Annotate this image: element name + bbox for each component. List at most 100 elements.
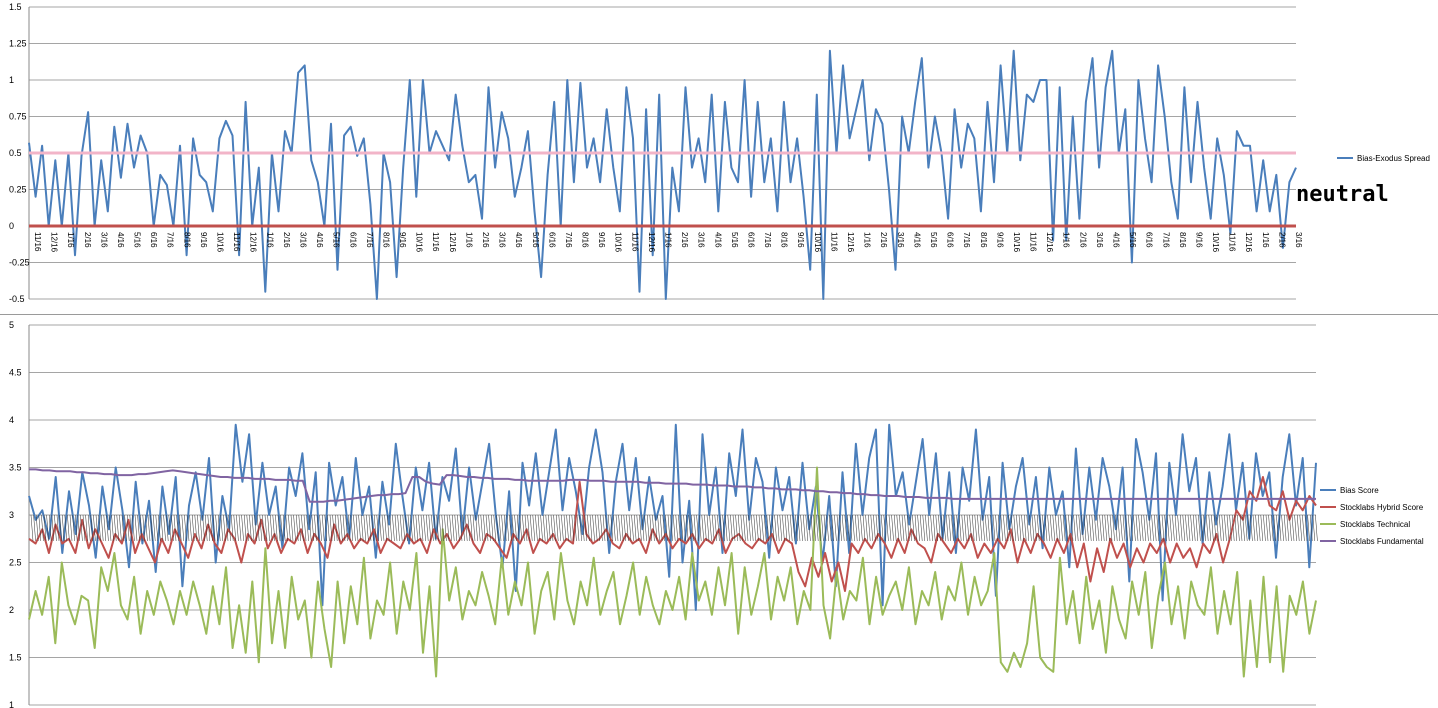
x-category-label: 7/16	[564, 232, 573, 248]
y-tick-label: 1.5	[9, 653, 22, 663]
x-category-mark	[477, 514, 481, 542]
x-category-label: 2/16	[481, 232, 490, 248]
x-category-label: 4/16	[912, 232, 921, 248]
x-category-mark	[1198, 514, 1201, 542]
x-category-mark	[602, 514, 606, 542]
x-category-mark	[1117, 514, 1121, 542]
x-category-mark	[1187, 514, 1191, 542]
x-category-mark	[124, 514, 127, 542]
x-category-label: 7/16	[1161, 232, 1170, 248]
x-category-label: 8/16	[1178, 232, 1187, 248]
x-category-mark	[633, 514, 637, 542]
x-category-mark	[454, 514, 458, 542]
x-category-mark	[930, 514, 933, 542]
x-category-mark	[394, 514, 398, 542]
x-category-mark	[191, 514, 195, 542]
x-category-mark	[415, 514, 419, 542]
x-category-mark	[1114, 514, 1118, 542]
x-category-mark	[1005, 514, 1009, 542]
x-category-label: 1/16	[464, 232, 473, 248]
x-category-mark	[1122, 514, 1126, 542]
x-category-mark	[269, 514, 273, 542]
series-line	[28, 476, 1317, 592]
x-category-mark	[847, 514, 850, 542]
y-tick-label: 2	[9, 605, 14, 615]
x-category-label: 4/16	[713, 232, 722, 248]
x-category-mark	[145, 514, 148, 542]
x-category-mark	[1049, 514, 1053, 542]
x-category-mark	[574, 514, 577, 542]
x-category-label: 8/16	[182, 232, 191, 248]
x-category-mark	[1047, 514, 1050, 542]
x-category-mark	[493, 514, 497, 542]
x-category-label: 7/16	[166, 232, 175, 248]
x-category-mark	[158, 514, 161, 542]
x-category-mark	[984, 514, 988, 542]
x-category-mark	[264, 514, 268, 542]
x-category-mark	[571, 514, 575, 542]
x-category-mark	[886, 514, 889, 542]
x-category-mark	[662, 514, 666, 542]
x-category-mark	[1104, 514, 1108, 542]
x-category-mark	[119, 514, 122, 542]
x-category-mark	[441, 514, 445, 542]
x-category-mark	[178, 514, 182, 542]
x-category-mark	[30, 514, 34, 542]
x-category-mark	[1283, 514, 1287, 542]
x-category-mark	[267, 514, 270, 542]
x-category-mark	[535, 514, 538, 542]
x-category-mark	[561, 514, 564, 542]
x-category-mark	[256, 514, 260, 542]
x-category-mark	[776, 514, 780, 542]
x-category-mark	[306, 514, 309, 542]
x-category-mark	[1224, 514, 1227, 542]
x-category-mark	[748, 514, 751, 542]
x-category-mark	[1208, 514, 1212, 542]
x-category-mark	[69, 514, 73, 542]
x-category-mark	[1003, 514, 1006, 542]
x-category-mark	[472, 514, 476, 542]
x-category-mark	[563, 514, 567, 542]
legend-label: Bias Score	[1340, 486, 1379, 495]
x-category-mark	[974, 514, 978, 542]
x-category-mark	[1182, 514, 1186, 542]
x-category-mark	[1216, 514, 1219, 542]
x-category-mark	[802, 514, 806, 542]
x-category-mark	[956, 514, 959, 542]
x-category-mark	[841, 514, 845, 542]
x-category-label: 6/16	[1145, 232, 1154, 248]
x-category-mark	[566, 514, 569, 542]
x-category-mark	[1161, 514, 1165, 542]
x-category-mark	[1135, 514, 1139, 542]
x-category-mark	[784, 514, 788, 542]
x-category-mark	[194, 514, 198, 542]
x-category-mark	[860, 514, 863, 542]
x-category-mark	[1094, 514, 1097, 542]
x-category-mark	[1304, 514, 1308, 542]
x-category-mark	[815, 514, 819, 542]
neutral-annotation: neutral	[1296, 182, 1389, 207]
x-category-mark	[431, 514, 434, 542]
y-tick-label: 0.75	[9, 112, 27, 122]
x-category-mark	[215, 514, 218, 542]
x-category-mark	[516, 514, 520, 542]
x-category-mark	[202, 514, 205, 542]
x-category-mark	[243, 514, 247, 542]
x-category-mark	[1055, 514, 1058, 542]
x-category-mark	[800, 514, 803, 542]
x-category-mark	[457, 514, 460, 542]
x-category-mark	[1130, 514, 1134, 542]
x-category-label: 2/16	[1078, 232, 1087, 248]
x-category-label: 10/16	[1211, 232, 1220, 253]
x-category-mark	[1302, 514, 1305, 542]
x-category-mark	[1179, 514, 1183, 542]
x-category-mark	[165, 514, 169, 542]
x-category-mark	[134, 514, 138, 542]
x-category-mark	[251, 514, 255, 542]
x-category-mark	[1169, 514, 1173, 542]
x-category-mark	[873, 514, 876, 542]
y-tick-label: 0.25	[9, 185, 27, 195]
x-category-mark	[1127, 514, 1131, 542]
x-category-mark	[1112, 514, 1115, 542]
series-line	[29, 468, 1316, 503]
